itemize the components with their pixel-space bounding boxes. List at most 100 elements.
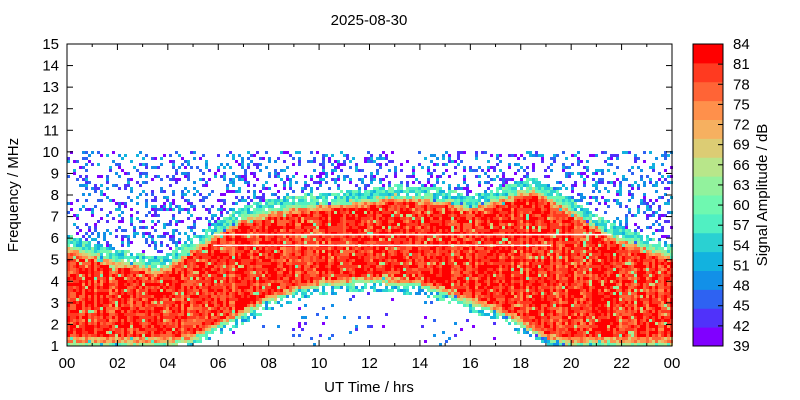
heatmap-cell xyxy=(106,286,109,289)
heatmap-cell xyxy=(217,283,220,286)
heatmap-cell xyxy=(217,154,220,157)
heatmap-cell xyxy=(115,163,118,166)
heatmap-cell xyxy=(355,190,358,193)
heatmap-cell xyxy=(361,181,364,184)
heatmap-cell xyxy=(331,193,334,196)
heatmap-cell xyxy=(253,229,256,232)
heatmap-cell xyxy=(232,274,235,277)
heatmap-cell xyxy=(115,295,118,298)
heatmap-cell xyxy=(91,337,94,340)
heatmap-cell xyxy=(79,319,82,322)
heatmap-cell xyxy=(352,157,355,160)
heatmap-cell xyxy=(283,223,286,226)
heatmap-cell xyxy=(199,268,202,271)
heatmap-cell xyxy=(379,241,382,244)
heatmap-cell xyxy=(178,247,181,250)
heatmap-cell xyxy=(286,238,289,241)
heatmap-cell xyxy=(265,250,268,253)
heatmap-cell xyxy=(91,286,94,289)
heatmap-cell xyxy=(220,259,223,262)
heatmap-cell xyxy=(94,295,97,298)
heatmap-cell xyxy=(346,283,349,286)
heatmap-cell xyxy=(256,307,259,310)
heatmap-cell xyxy=(148,211,151,214)
heatmap-cell xyxy=(337,196,340,199)
heatmap-cell xyxy=(127,271,130,274)
heatmap-cell xyxy=(265,256,268,259)
heatmap-cell xyxy=(349,190,352,193)
heatmap-cell xyxy=(358,250,361,253)
heatmap-cell xyxy=(121,334,124,337)
heatmap-cell xyxy=(127,295,130,298)
heatmap-cell xyxy=(310,268,313,271)
heatmap-cell xyxy=(166,280,169,283)
heatmap-cell xyxy=(250,259,253,262)
heatmap-cell xyxy=(244,307,247,310)
heatmap-cell xyxy=(73,238,76,241)
heatmap-cell xyxy=(199,265,202,268)
heatmap-cell xyxy=(346,271,349,274)
heatmap-cell xyxy=(436,274,439,277)
heatmap-cell xyxy=(259,196,262,199)
heatmap-cell xyxy=(304,211,307,214)
heatmap-cell xyxy=(256,265,259,268)
heatmap-cell xyxy=(241,313,244,316)
heatmap-cell xyxy=(298,247,301,250)
heatmap-cell xyxy=(283,247,286,250)
heatmap-cell xyxy=(211,310,214,313)
heatmap-cell xyxy=(310,202,313,205)
heatmap-cell xyxy=(250,307,253,310)
heatmap-cell xyxy=(232,286,235,289)
heatmap-cell xyxy=(160,322,163,325)
heatmap-cell xyxy=(277,229,280,232)
heatmap-cell xyxy=(238,274,241,277)
heatmap-cell xyxy=(166,313,169,316)
heatmap-cell xyxy=(256,223,259,226)
heatmap-cell xyxy=(124,271,127,274)
heatmap-cell xyxy=(226,313,229,316)
heatmap-cell xyxy=(232,325,235,328)
heatmap-cell xyxy=(274,226,277,229)
heatmap-cell xyxy=(397,262,400,265)
heatmap-cell xyxy=(163,256,166,259)
heatmap-cell xyxy=(229,262,232,265)
heatmap-cell xyxy=(355,277,358,280)
heatmap-cell xyxy=(130,313,133,316)
heatmap-cell xyxy=(94,187,97,190)
heatmap-cell xyxy=(145,301,148,304)
heatmap-cell xyxy=(178,319,181,322)
heatmap-cell xyxy=(127,304,130,307)
heatmap-cell xyxy=(244,310,247,313)
heatmap-cell xyxy=(388,235,391,238)
heatmap-cell xyxy=(337,241,340,244)
heatmap-cell xyxy=(370,175,373,178)
heatmap-cell xyxy=(388,196,391,199)
heatmap-cell xyxy=(436,268,439,271)
heatmap-cell xyxy=(430,211,433,214)
heatmap-cell xyxy=(310,205,313,208)
heatmap-cell xyxy=(334,232,337,235)
heatmap-cell xyxy=(406,193,409,196)
heatmap-cell xyxy=(385,274,388,277)
heatmap-cell xyxy=(337,277,340,280)
heatmap-cell xyxy=(130,199,133,202)
heatmap-cell xyxy=(421,250,424,253)
heatmap-cell xyxy=(307,247,310,250)
heatmap-cell xyxy=(112,304,115,307)
heatmap-cell xyxy=(70,283,73,286)
heatmap-cell xyxy=(112,247,115,250)
heatmap-cell xyxy=(391,205,394,208)
heatmap-cell xyxy=(76,316,79,319)
heatmap-cell xyxy=(364,283,367,286)
heatmap-cell xyxy=(115,343,118,346)
heatmap-cell xyxy=(175,172,178,175)
heatmap-cell xyxy=(127,178,130,181)
heatmap-cell xyxy=(226,262,229,265)
heatmap-cell xyxy=(253,226,256,229)
heatmap-cell xyxy=(277,277,280,280)
heatmap-cell xyxy=(205,295,208,298)
heatmap-cell xyxy=(370,211,373,214)
heatmap-cell xyxy=(100,274,103,277)
heatmap-cell xyxy=(79,286,82,289)
heatmap-cell xyxy=(232,307,235,310)
